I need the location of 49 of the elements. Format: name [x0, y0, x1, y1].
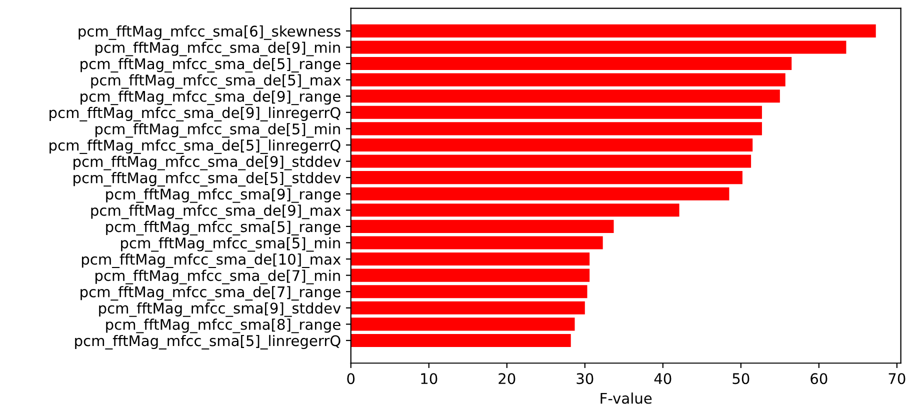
x-tick-label: 70: [888, 373, 906, 384]
bar: [350, 40, 846, 54]
bar: [350, 171, 742, 184]
x-tick-label: 30: [576, 373, 594, 384]
x-axis-title: F-value: [600, 392, 652, 404]
y-tick-label: pcm_fftMag_mfcc_sma_de[9]_range: [80, 90, 340, 106]
bar: [350, 236, 603, 250]
y-tick-label: pcm_fftMag_mfcc_sma[9]_stddev: [99, 302, 341, 317]
y-tick-label: pcm_fftMag_mfcc_sma_de[10]_max: [82, 253, 341, 268]
x-tick-label: 0: [347, 373, 355, 384]
bar: [350, 334, 571, 347]
y-tick-label: pcm_fftMag_mfcc_sma[8]_range: [106, 318, 340, 334]
x-tick-label: 20: [498, 373, 516, 384]
y-tick-label: pcm_fftMag_mfcc_sma_de[5]_stddev: [74, 172, 341, 187]
bar: [350, 301, 585, 314]
bar: [350, 268, 590, 282]
bar: [350, 285, 588, 298]
y-tick-label: pcm_fftMag_mfcc_sma_de[5]_range: [80, 58, 340, 73]
y-tick-label: pcm_fftMag_mfcc_sma_de[7]_range: [80, 286, 340, 301]
y-tick-label: pcm_fftMag_mfcc_sma_de[5]_min: [96, 123, 340, 138]
x-tick-label: 40: [654, 373, 672, 384]
bar: [350, 252, 590, 266]
bar: [350, 106, 762, 119]
y-tick-label: pcm_fftMag_mfcc_sma[5]_linregerrQ: [75, 334, 340, 350]
y-tick-label: pcm_fftMag_mfcc_sma[5]_range: [106, 220, 340, 236]
bar: [350, 73, 786, 86]
x-tick-label: 50: [732, 373, 750, 384]
y-tick-label: pcm_fftMag_mfcc_sma_de[5]_max: [91, 74, 341, 89]
y-tick-label: pcm_fftMag_mfcc_sma_de[9]_stddev: [74, 156, 341, 170]
y-tick-label: pcm_fftMag_mfcc_sma[6]_skewness: [78, 25, 340, 40]
bar: [350, 57, 792, 70]
bar: [350, 138, 753, 152]
y-tick-label: pcm_fftMag_mfcc_sma_de[7]_min: [96, 270, 340, 284]
bar: [350, 154, 752, 168]
y-tick-label: pcm_fftMag_mfcc_sma_de[5]_linregerrQ: [50, 139, 340, 154]
x-tick-label: 60: [810, 373, 828, 384]
bar: [350, 187, 730, 200]
bar: [350, 90, 780, 103]
y-tick-label: pcm_fftMag_mfcc_sma_de[9]_max: [91, 204, 341, 220]
bar: [350, 122, 762, 136]
bar: [350, 24, 876, 38]
y-tick-label: pcm_fftMag_mfcc_sma[5]_min: [121, 237, 340, 252]
bar: [350, 220, 614, 233]
x-tick-label: 10: [421, 373, 438, 384]
bar: [350, 318, 575, 331]
y-tick-label: pcm_fftMag_mfcc_sma_de[9]_linregerrQ: [50, 106, 340, 122]
y-tick-label: pcm_fftMag_mfcc_sma[9]_range: [106, 188, 340, 203]
y-tick-label: pcm_fftMag_mfcc_sma_de[9]_min: [96, 42, 340, 56]
bar: [350, 204, 680, 217]
